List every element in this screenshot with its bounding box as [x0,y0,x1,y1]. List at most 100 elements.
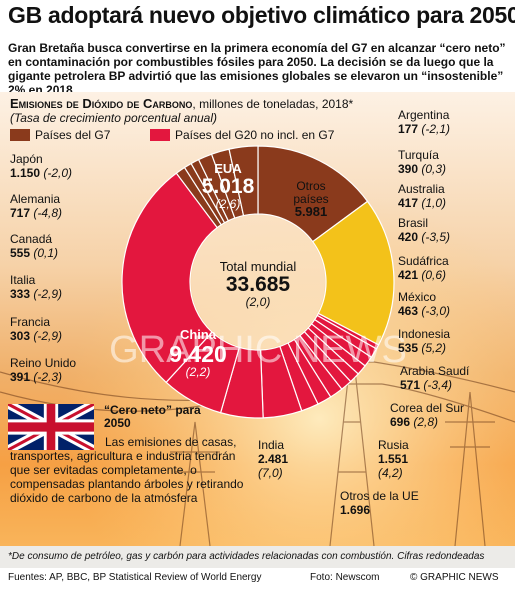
label-otros-ue: Otros de la UE 1.696 [340,489,419,517]
legend-g20: Países del G20 no incl. en G7 [150,128,334,142]
standfirst: Gran Bretaña busca convertirse en la pri… [8,41,506,97]
label-value: 303 [10,329,31,343]
legend-label-g7: Países del G7 [35,128,111,142]
slice-growth-china: (2,2) [185,364,211,379]
label-value: 1.696 [340,503,371,517]
note-body: Las emisiones de casas, transportes, agr… [10,435,255,505]
donut-chart: GRAPHIC NEWS [109,145,407,419]
uk-flag-icon [8,404,94,450]
label-name: Italia [10,273,36,287]
label-value: 717 [10,206,31,220]
label-japon: Japón 1.150 (-2,0) [10,152,72,180]
slice-growth-eua: (2,6) [215,196,241,211]
sources: Fuentes: AP, BBC, BP Statistical Review … [8,572,262,583]
label-sudafrica: Sudáfrica 421 (0,6) [398,254,449,282]
donut-hole [191,215,325,349]
label-name: Rusia [378,438,409,452]
label-growth: (-2,1) [421,122,451,136]
chart-title-main: Emisiones de Dióxido de Carbono [10,96,193,111]
label-canada: Canadá 555 (0,1) [10,232,58,260]
label-turquia: Turquía 390 (0,3) [398,148,446,176]
label-value: 177 [398,122,419,136]
label-name: Canadá [10,232,53,246]
headline: GB adoptará nuevo objetivo climático par… [8,2,515,28]
slice-value-otros: 5.981 [294,204,328,220]
label-value: 420 [398,230,419,244]
total-label: Total mundial 33.685 (2,0) [204,260,312,308]
photo-credit: Foto: Newscom [310,572,380,583]
label-india: India 2.481 (7,0) [258,438,288,480]
label-francia: Francia 303 (-2,9) [10,315,62,343]
label-value: 2.481 [258,452,289,466]
label-name: Brasil [398,216,429,230]
label-growth: (0,6) [421,268,447,282]
label-name: Australia [398,182,445,196]
label-growth: (-3,5) [421,230,451,244]
label-name: México [398,290,437,304]
label-name: India [258,438,285,452]
label-name: Argentina [398,108,450,122]
total-growth: (2,0) [245,294,271,309]
label-name: Sudáfrica [398,254,449,268]
label-growth: (5,2) [421,341,447,355]
legend-g7: Países del G7 [10,128,110,142]
slice-name-otros: Otros países [293,179,329,206]
label-value: 390 [398,162,419,176]
slice-label-eua: EUA 5.018 (2,6) [188,162,268,210]
label-alemania: Alemania 717 (-4,8) [10,192,62,220]
label-brasil: Brasil 420 (-3,5) [398,216,450,244]
label-australia: Australia 417 (1,0) [398,182,446,210]
note-text: Las emisiones de casas, transportes, agr… [10,435,244,505]
slice-name-eua: EUA [214,161,242,176]
label-value: 391 [10,370,31,384]
legend-label-g20: Países del G20 no incl. en G7 [175,128,335,142]
label-growth: (-2,0) [43,166,73,180]
label-name: Japón [10,152,43,166]
label-value: 555 [10,246,31,260]
footnote: *De consumo de petróleo, gas y carbón pa… [0,546,515,568]
label-growth: (-2,3) [33,370,63,384]
label-name: Francia [10,315,51,329]
label-value: 696 [390,415,411,429]
label-name: Indonesia [398,327,451,341]
label-value: 421 [398,268,419,282]
label-growth: (-3,4) [423,378,453,392]
label-name: Reino Unido [10,356,77,370]
label-value: 1.150 [10,166,41,180]
label-value: 1.551 [378,452,409,466]
label-name: Otros de la UE [340,489,419,503]
label-growth: (2,8) [413,415,439,429]
chart-title: Emisiones de Dióxido de Carbono, millone… [10,96,353,111]
chart-panel: Emisiones de Dióxido de Carbono, millone… [0,92,515,546]
slice-name-china: China [179,327,217,342]
label-indonesia: Indonesia 535 (5,2) [398,327,450,355]
label-reino-unido: Reino Unido 391 (-2,3) [10,356,76,384]
label-growth: (7,0) [258,466,283,480]
watermark: GRAPHIC NEWS [109,329,407,371]
chart-title-units: , millones de toneladas, 2018* [192,97,354,111]
total-title: Total mundial [219,259,297,274]
label-argentina: Argentina 177 (-2,1) [398,108,450,136]
label-italia: Italia 333 (-2,9) [10,273,62,301]
label-name: Turquía [398,148,439,162]
label-value: 463 [398,304,419,318]
label-value: 535 [398,341,419,355]
label-growth: (-3,0) [421,304,451,318]
chart-subtitle: (Tasa de crecimiento porcentual anual) [10,111,218,125]
label-value: 571 [400,378,421,392]
note-title: “Cero neto” para 2050 [104,403,201,430]
label-growth: (0,1) [33,246,59,260]
slice-value-china: 9.420 [169,340,227,367]
copyright: © GRAPHIC NEWS [410,572,499,583]
slice-label-otros: Otros países 5.981 [278,180,344,219]
label-arabia-saudi: Arabia Saudí 571 (-3,4) [400,364,469,392]
label-growth: (1,0) [421,196,447,210]
label-name: Corea del Sur [390,401,465,415]
label-name: Alemania [10,192,61,206]
label-growth: (-4,8) [33,206,63,220]
label-growth: (-2,9) [33,287,63,301]
label-growth: (-2,9) [33,329,63,343]
label-value: 417 [398,196,419,210]
legend-swatch-g7 [10,129,30,141]
